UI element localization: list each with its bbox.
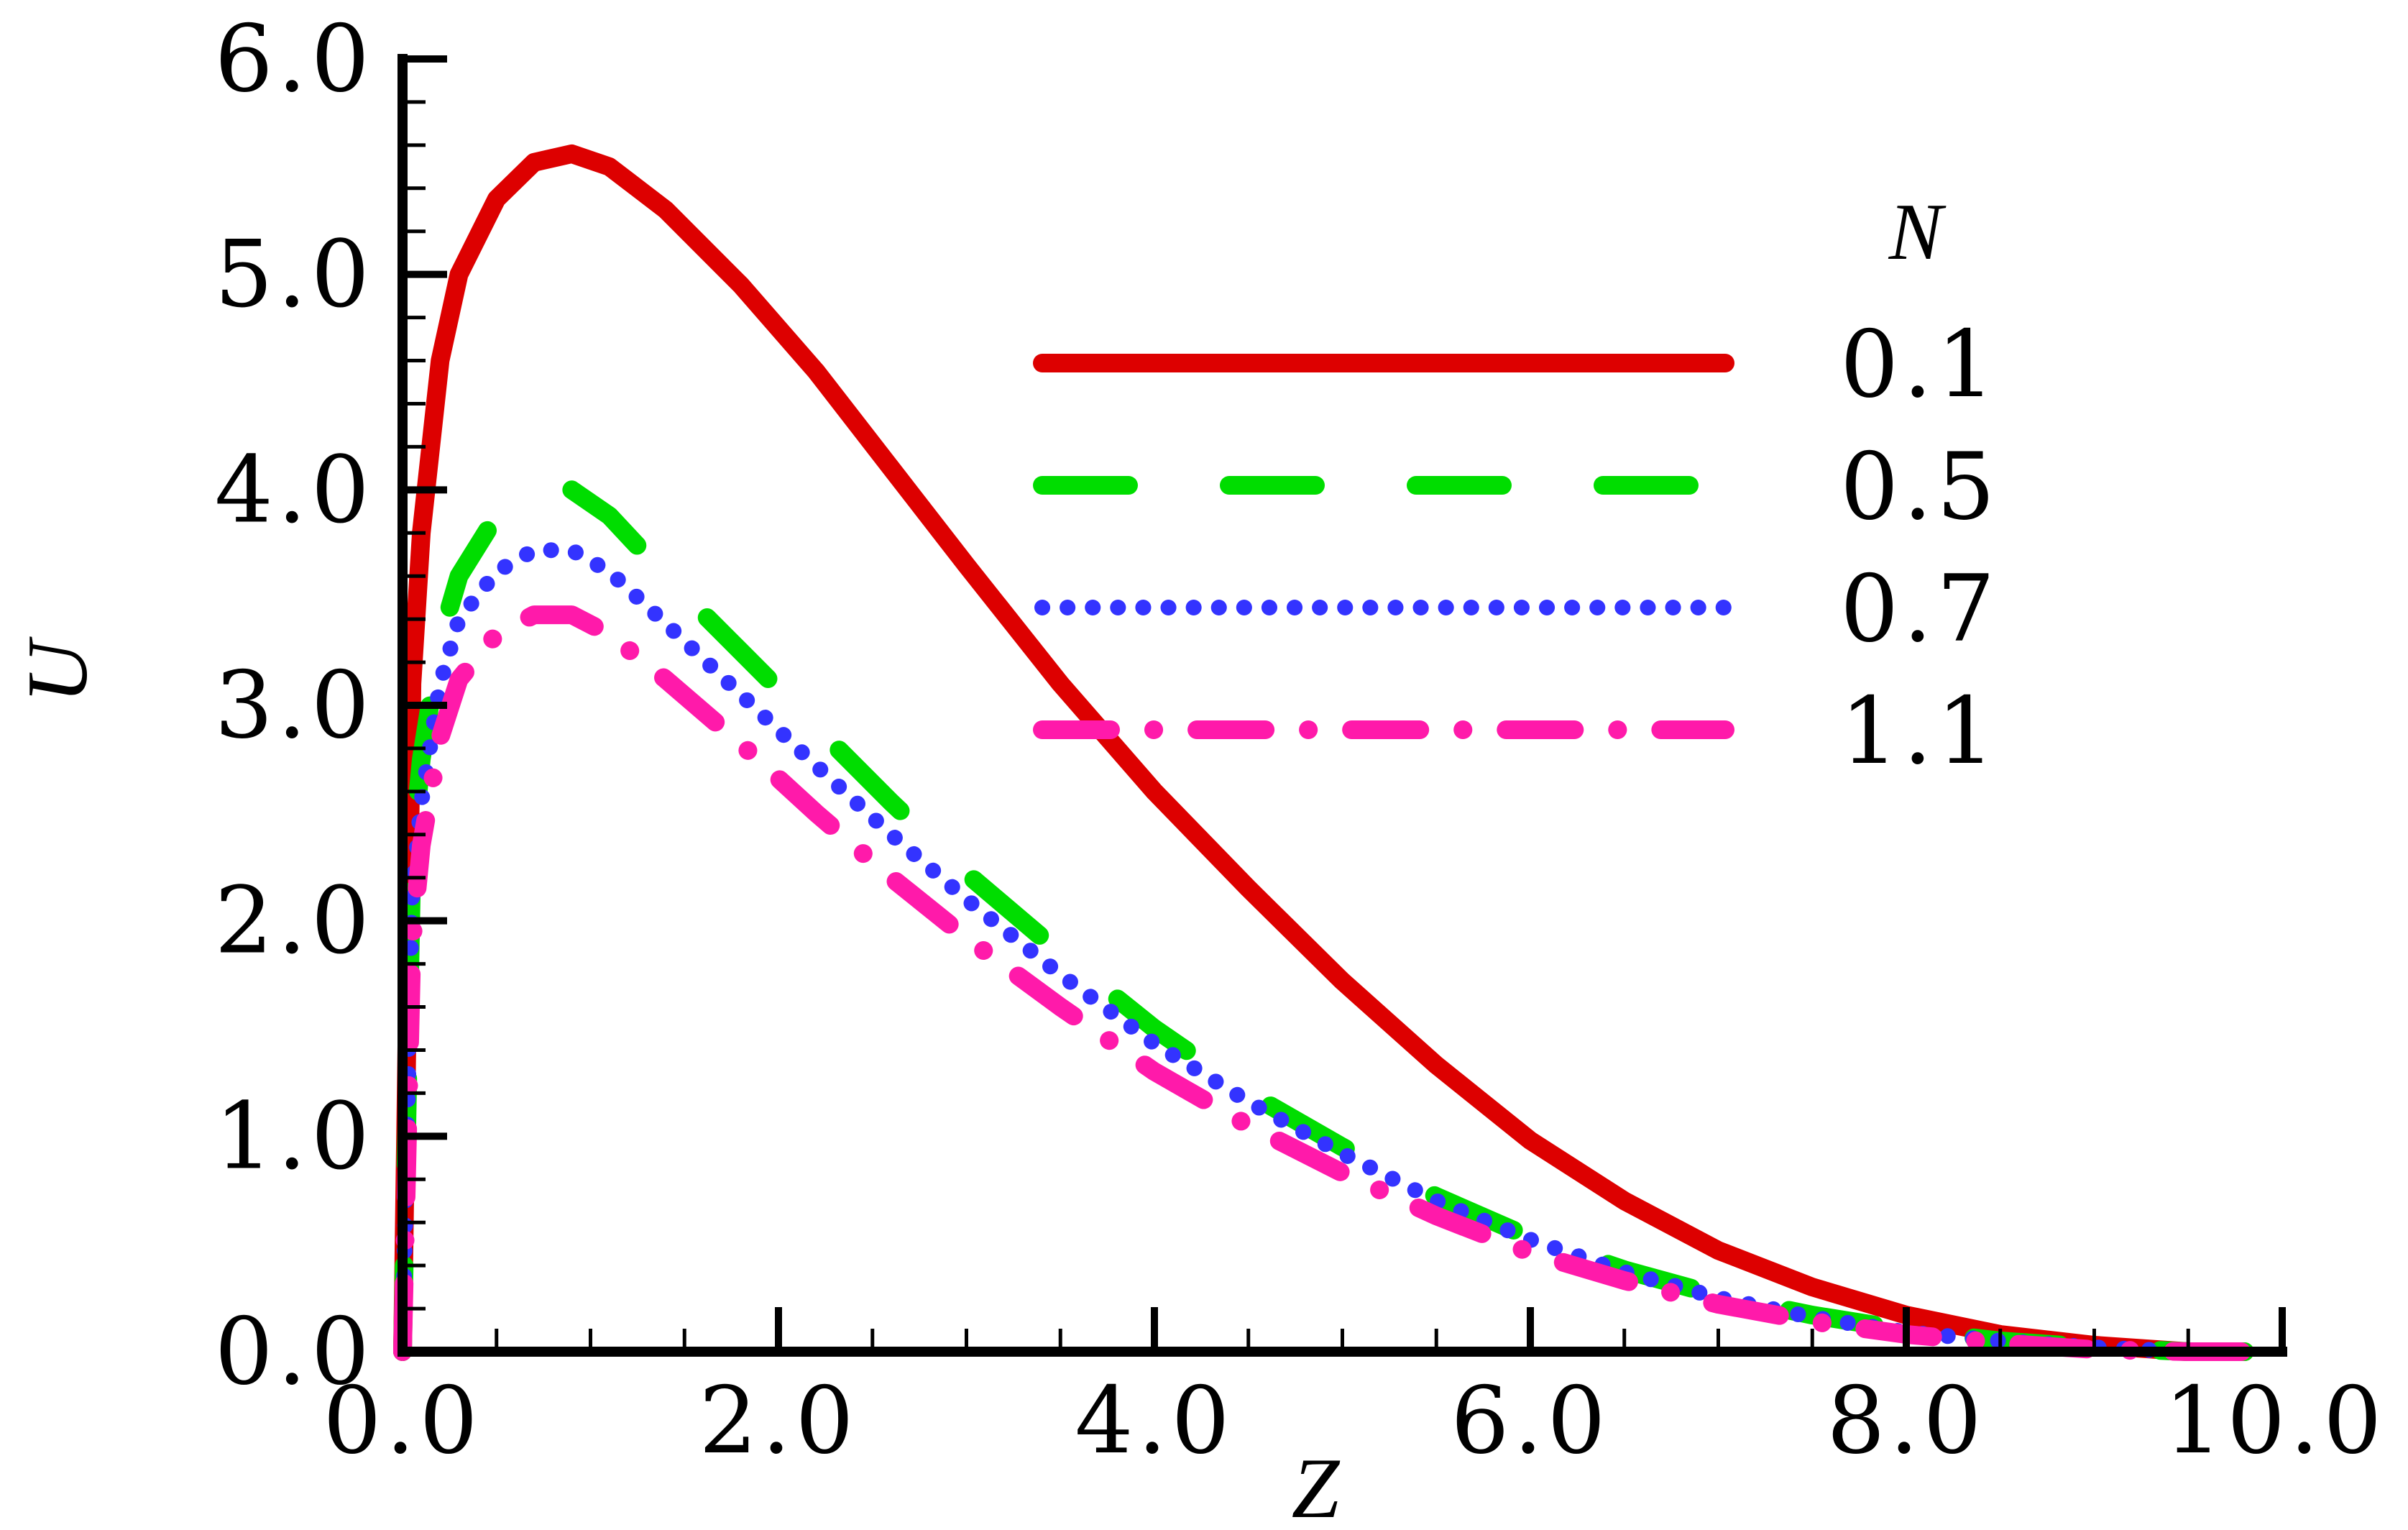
x-tick-label: 8.0 bbox=[1826, 1368, 1986, 1475]
x-tick-label: 4.0 bbox=[1075, 1368, 1234, 1475]
series-line-0.1 bbox=[393, 144, 2254, 1361]
x-tick-label: 2.0 bbox=[699, 1368, 858, 1475]
series-layer bbox=[393, 144, 2254, 1361]
y-tick-label: 0.0 bbox=[214, 1298, 374, 1406]
legend-label-0.1: 0.1 bbox=[1840, 311, 2000, 418]
legend-title: N bbox=[1888, 188, 1947, 277]
legend-label-0.7: 0.7 bbox=[1840, 556, 2000, 663]
y-tick-label: 1.0 bbox=[214, 1083, 374, 1190]
y-axis-title: U bbox=[9, 636, 105, 703]
y-tick-label: 4.0 bbox=[214, 436, 374, 544]
x-tick-label: 0.0 bbox=[323, 1368, 482, 1475]
x-tick-label: 10.0 bbox=[2164, 1368, 2386, 1475]
legend-label-1.1: 1.1 bbox=[1840, 678, 2000, 785]
ticks-layer: 0.0 1.0 2.0 3.0 4.0 5.0 6.0 0.0 2.0 4.0 6.0 8.0 10.0 bbox=[214, 6, 2386, 1475]
series-line-0.7 bbox=[395, 542, 2253, 1360]
legend: 0.1 0.5 0.7 1.1 bbox=[1033, 311, 2000, 785]
y-tick-label: 2.0 bbox=[214, 868, 374, 975]
series-line-1.1 bbox=[393, 605, 2254, 1361]
x-tick-label: 6.0 bbox=[1451, 1368, 1610, 1475]
y-tick-label: 6.0 bbox=[214, 6, 374, 113]
y-tick-label: 3.0 bbox=[214, 652, 374, 759]
y-tick-label: 5.0 bbox=[214, 221, 374, 329]
x-axis-title: Z bbox=[1292, 1440, 1341, 1530]
legend-label-0.5: 0.5 bbox=[1840, 434, 2000, 541]
